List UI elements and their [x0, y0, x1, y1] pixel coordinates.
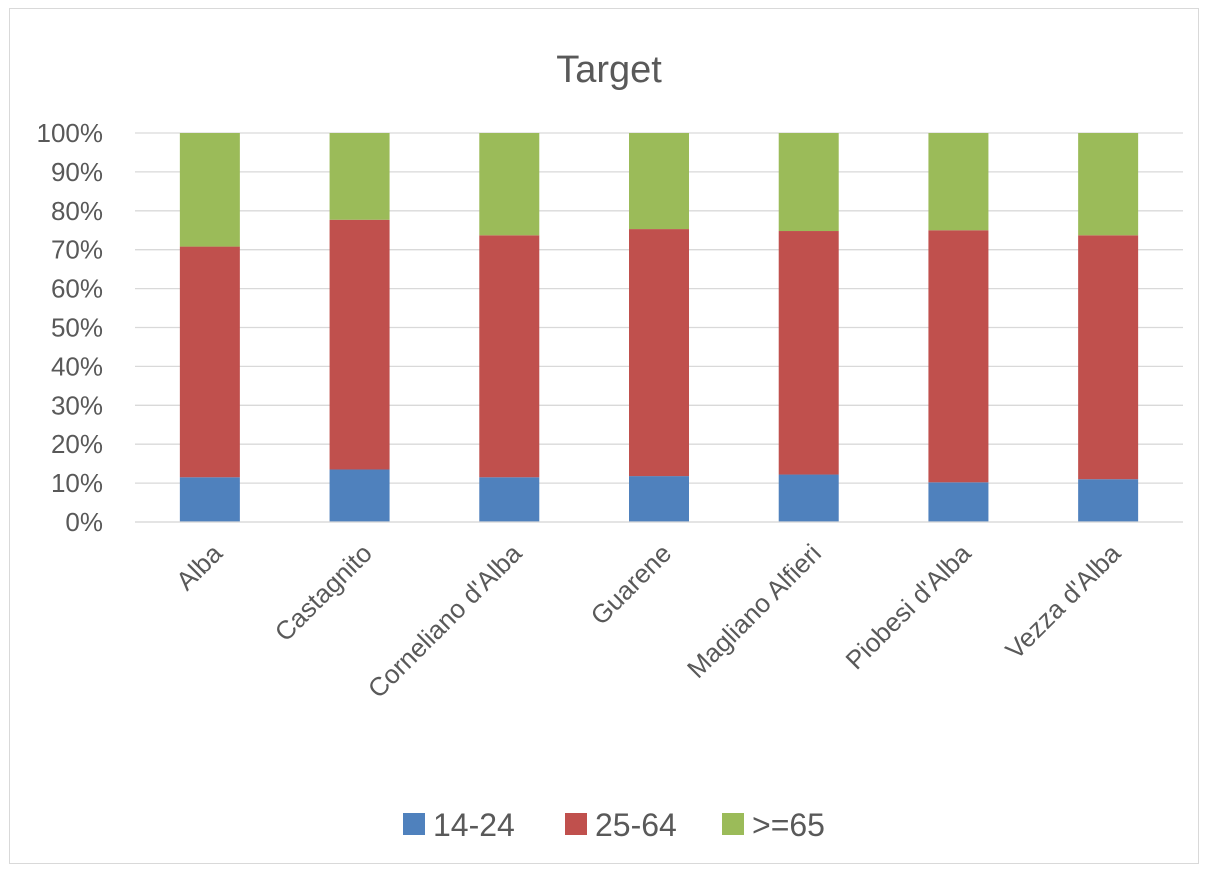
y-tick-label: 20%: [51, 429, 103, 459]
bar-segment: [329, 219, 390, 470]
legend-label: 14-24: [433, 807, 515, 843]
y-tick-label: 50%: [51, 313, 103, 343]
bars: [179, 133, 1139, 522]
x-tick-label: Corneliano d'Alba: [362, 538, 528, 704]
bar-segment: [629, 133, 689, 230]
bar-segment: [1078, 235, 1139, 480]
x-tick-label: Guarene: [584, 538, 677, 631]
bar-segment: [928, 230, 989, 483]
bar-segment: [778, 231, 839, 475]
y-tick-label: 80%: [51, 196, 103, 226]
legend-label: 25-64: [595, 807, 677, 843]
bar-segment: [928, 133, 989, 231]
y-axis: 0% 10% 20% 30% 40% 50% 60% 70% 80% 90% 100%: [37, 118, 104, 537]
bar-segment: [1078, 479, 1139, 522]
legend-label: >=65: [752, 807, 825, 843]
y-tick-label: 60%: [51, 274, 103, 304]
x-tick-label: Alba: [170, 538, 228, 596]
bar-segment: [179, 477, 240, 522]
legend-swatch: [565, 813, 587, 835]
bar-segment: [329, 133, 390, 220]
chart-title: Target: [556, 49, 662, 91]
y-tick-label: 0%: [65, 507, 103, 537]
bar-segment: [179, 246, 240, 478]
y-tick-label: 90%: [51, 157, 103, 187]
bar-segment: [329, 469, 390, 522]
legend: 14-24 25-64 >=65: [403, 807, 825, 843]
x-tick-label: Piobesi d'Alba: [840, 538, 978, 676]
bar-segment: [778, 133, 839, 232]
bar-segment: [479, 235, 540, 478]
legend-swatch: [403, 813, 425, 835]
y-tick-label: 40%: [51, 351, 103, 381]
x-tick-label: Vezza d'Alba: [999, 538, 1126, 665]
y-tick-label: 10%: [51, 468, 103, 498]
bar-segment: [479, 133, 540, 236]
bar-segment: [479, 477, 540, 522]
x-tick-label: Magliano Alfieri: [681, 538, 827, 684]
y-tick-label: 30%: [51, 390, 103, 420]
y-tick-label: 70%: [51, 235, 103, 265]
bar-segment: [928, 482, 989, 522]
legend-swatch: [722, 813, 744, 835]
bar-segment: [778, 474, 839, 522]
bar-segment: [629, 229, 689, 477]
bar-segment: [179, 133, 240, 247]
bar-segment: [629, 476, 689, 522]
bar-segment: [1078, 133, 1139, 236]
y-tick-label: 100%: [37, 118, 104, 148]
x-tick-label: Castagnito: [269, 538, 378, 647]
